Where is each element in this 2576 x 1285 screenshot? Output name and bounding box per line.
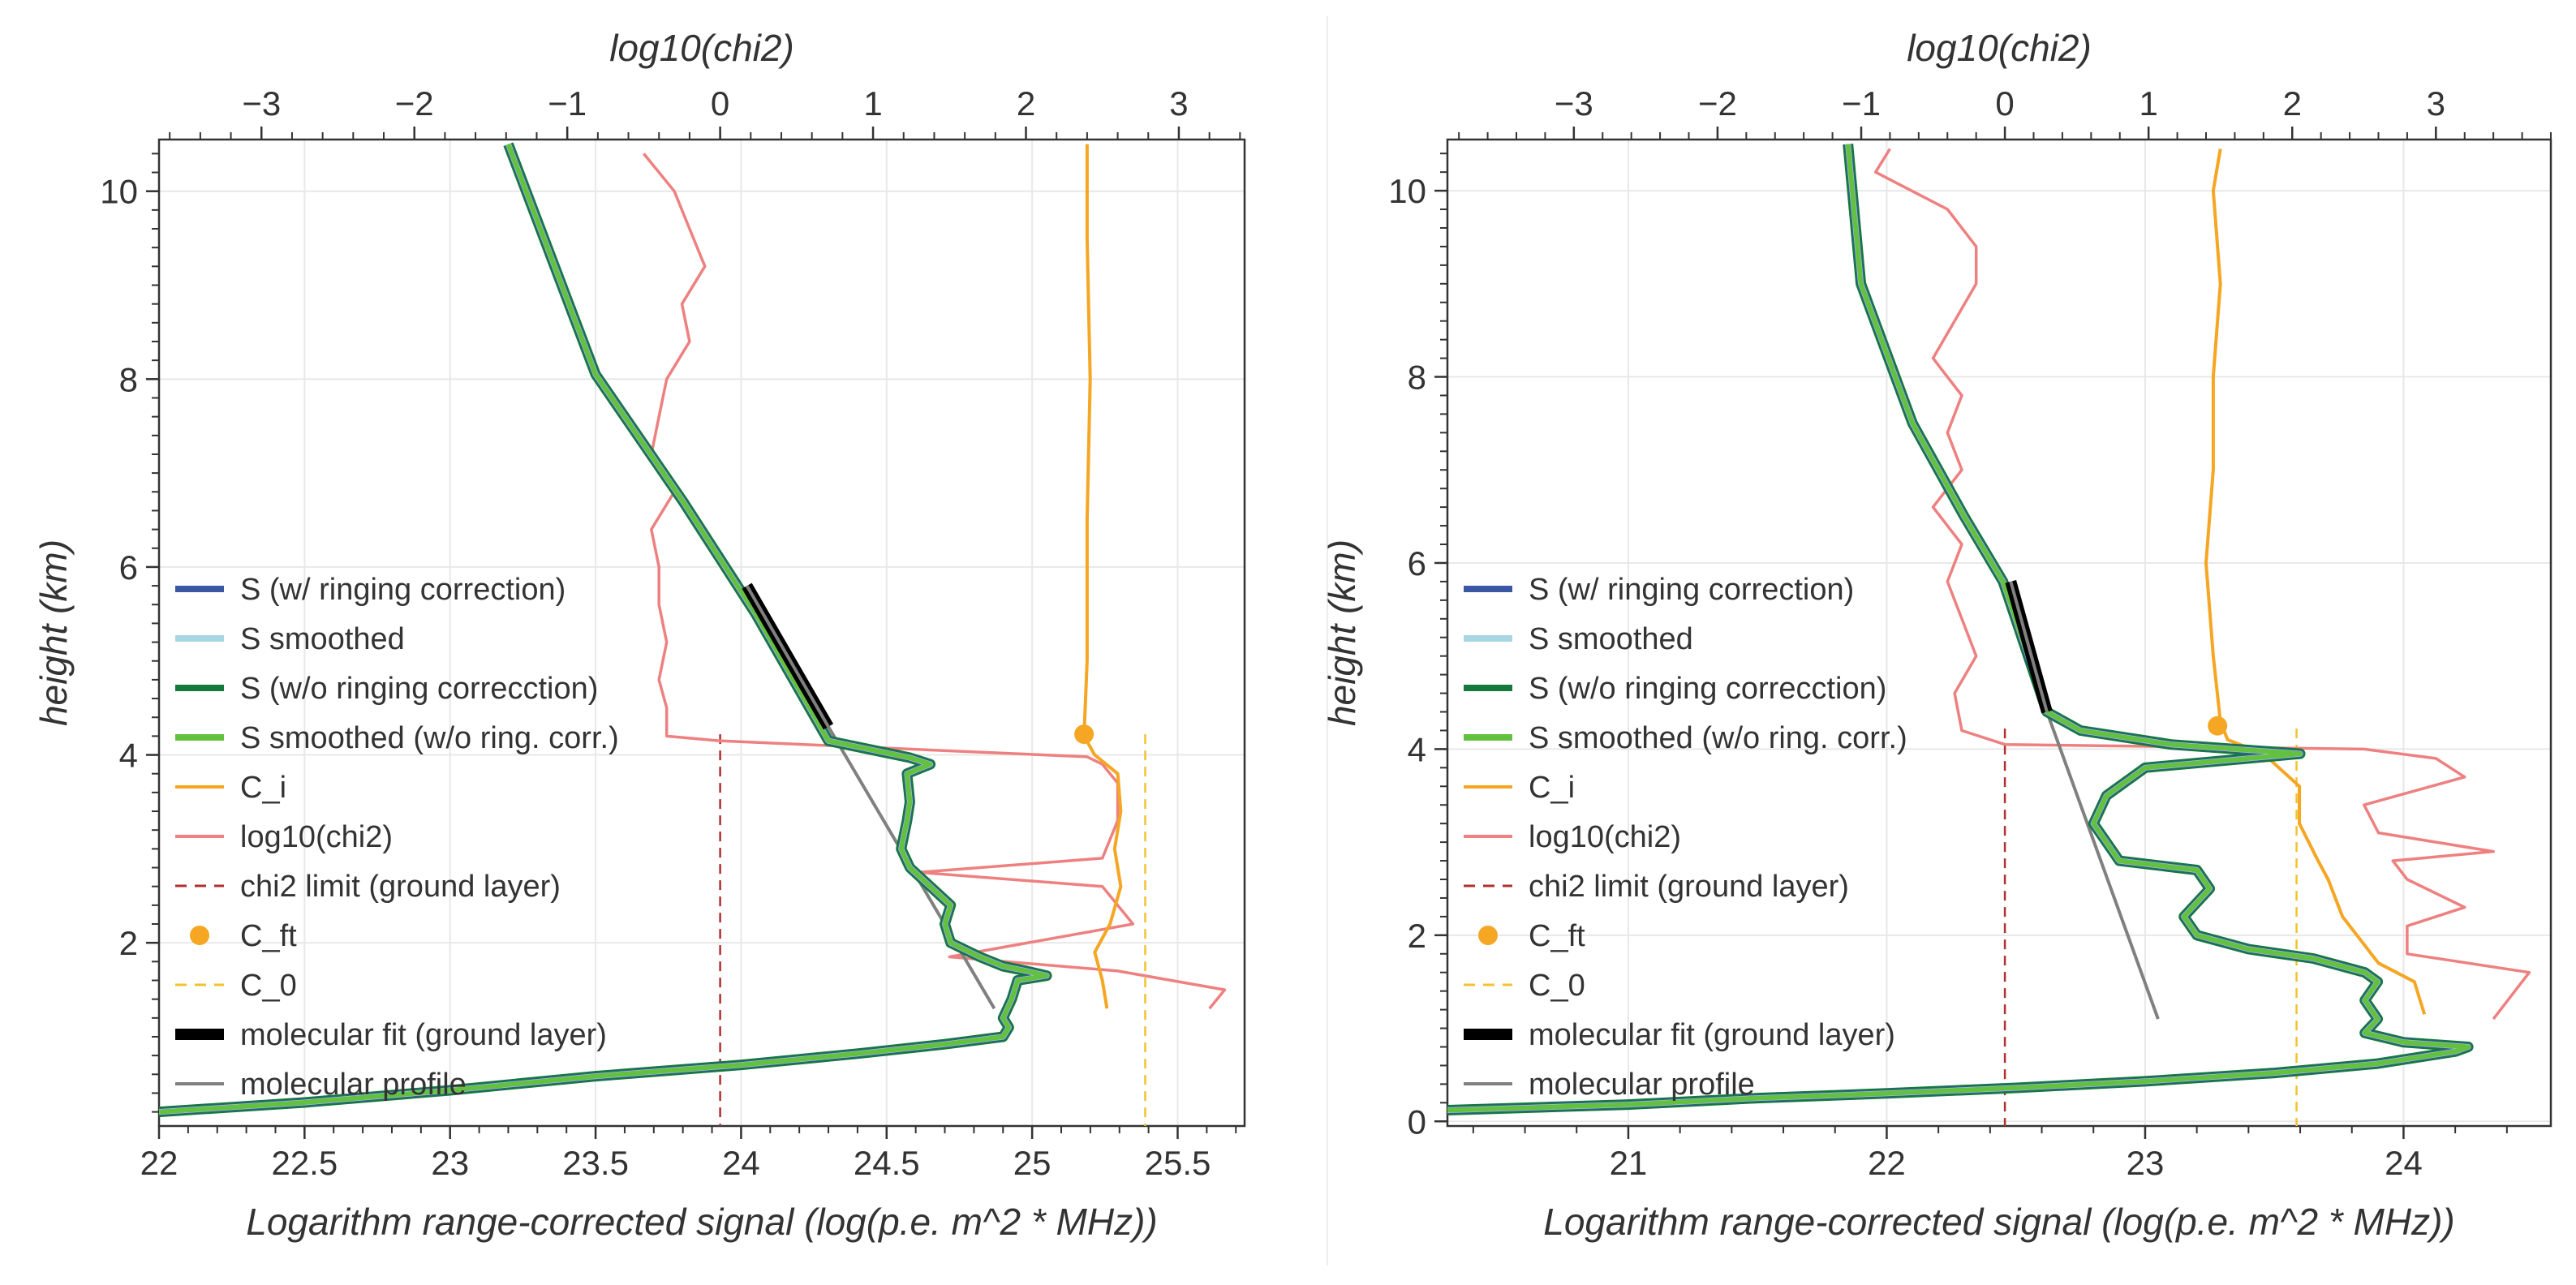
plot-area bbox=[159, 142, 1227, 1126]
legend-label-6: chi2 limit (ground layer) bbox=[1529, 870, 1849, 904]
legend-label-3: S smoothed (w/o ring. corr.) bbox=[1529, 721, 1907, 755]
c-i-series-line bbox=[1082, 144, 1123, 1009]
y-tick-label: 10 bbox=[1388, 172, 1426, 210]
x2-tick-label: 2 bbox=[1017, 84, 1035, 122]
y-tick-label: 10 bbox=[100, 173, 138, 211]
x2-tick-label: 3 bbox=[2427, 84, 2445, 122]
legend-label-9: molecular fit (ground layer) bbox=[1529, 1018, 1895, 1052]
c-i-series-line bbox=[2204, 148, 2427, 1015]
c-ft-marker bbox=[2208, 716, 2228, 736]
x-tick-label: 24 bbox=[722, 1144, 760, 1182]
c-ft-marker bbox=[1074, 724, 1094, 745]
x2-tick-label: 0 bbox=[1995, 84, 2014, 122]
x-tick-label: 22 bbox=[140, 1144, 178, 1182]
legend-label-1: S smoothed bbox=[240, 622, 405, 656]
legend-label-10: molecular profile bbox=[240, 1068, 467, 1102]
y-axis-label: height (km) bbox=[32, 539, 75, 726]
x-tick-label: 23 bbox=[431, 1144, 469, 1182]
x2-axis-label: log10(chi2) bbox=[609, 27, 794, 69]
legend-marker-7 bbox=[1478, 926, 1498, 945]
y-tick-label: 2 bbox=[119, 924, 138, 962]
left-chart: 22 22.5 23 23.5 24 24.5 25 25.5−3 −2 −1 0 1 2 3246810… bbox=[32, 27, 1246, 1243]
x2-tick-label: −1 bbox=[1842, 84, 1881, 122]
right-chart-panel: 21 22 23 24 −3 −2 −1 0 1 2 3 0 2 4 6 8 10 Logarithm range… bbox=[1288, 0, 2576, 1281]
left-chart-panel: 22 22.5 23 23.5 24 24.5 25 25.5 −3 −2 −1 0 1 2 3 2 4 6 8 10… bbox=[0, 0, 1288, 1281]
legend-label-1: S smoothed bbox=[1529, 622, 1693, 656]
legend-label-8: C_0 bbox=[1529, 969, 1585, 1003]
molecular-fit-inner-line bbox=[2009, 581, 2049, 713]
plot-frame bbox=[157, 138, 1246, 1128]
x-tick-label: 22.5 bbox=[271, 1144, 338, 1182]
x-axis-label: Logarithm range-corrected signal (log(p.… bbox=[246, 1201, 1157, 1243]
legend-label-5: log10(chi2) bbox=[1529, 820, 1681, 854]
legend-label-2: S (w/o ringing correcction) bbox=[1529, 672, 1886, 706]
legend-label-0: S (w/ ringing correction) bbox=[1529, 573, 1854, 607]
plot-area bbox=[1447, 144, 2531, 1126]
legend-label-7: C_ft bbox=[1529, 919, 1585, 953]
x2-tick-label: 0 bbox=[711, 84, 729, 122]
x-tick-label: 24 bbox=[2385, 1144, 2423, 1182]
legend-label-2: S (w/o ringing correcction) bbox=[240, 672, 598, 706]
legend-label-4: C_i bbox=[1529, 771, 1575, 805]
y-tick-label: 4 bbox=[119, 737, 138, 775]
x-tick-label: 22 bbox=[1868, 1144, 1906, 1182]
legend-label-5: log10(chi2) bbox=[240, 820, 393, 854]
x2-tick-label: 2 bbox=[2283, 84, 2302, 122]
x2-tick-label: −2 bbox=[1698, 84, 1737, 122]
legend-label-10: molecular profile bbox=[1529, 1068, 1755, 1102]
x2-axis-label: log10(chi2) bbox=[1907, 27, 2092, 69]
legend-label-8: C_0 bbox=[240, 969, 297, 1003]
y-tick-label: 0 bbox=[1408, 1102, 1426, 1141]
molecular-fit-inner-line bbox=[745, 585, 830, 728]
y-tick-label: 6 bbox=[119, 548, 138, 587]
x2-tick-label: 1 bbox=[863, 84, 882, 122]
legend-label-6: chi2 limit (ground layer) bbox=[240, 870, 561, 904]
legend-label-3: S smoothed (w/o ring. corr.) bbox=[240, 721, 619, 755]
x-tick-label: 25 bbox=[1013, 1144, 1051, 1182]
x2-tick-label: −2 bbox=[395, 84, 434, 122]
x2-tick-label: −1 bbox=[548, 84, 587, 122]
s-smoothed-wo-ringing-line bbox=[1447, 144, 2471, 1113]
panel-divider bbox=[1327, 16, 1328, 1266]
x2-tick-label: 1 bbox=[2139, 84, 2157, 122]
chi2-series-line bbox=[1873, 148, 2531, 1021]
legend-label-7: C_ft bbox=[240, 919, 297, 953]
y-tick-label: 8 bbox=[119, 360, 138, 398]
legend-label-9: molecular fit (ground layer) bbox=[240, 1018, 607, 1052]
legend-label-4: C_i bbox=[240, 771, 286, 805]
y-axis-label: height (km) bbox=[1321, 539, 1363, 726]
plot-frame bbox=[1446, 138, 2552, 1128]
x2-tick-label: 3 bbox=[1169, 84, 1188, 122]
x-tick-label: 25.5 bbox=[1145, 1144, 1211, 1182]
chi2-series-line bbox=[643, 153, 1227, 1010]
y-tick-label: 6 bbox=[1408, 544, 1426, 582]
legend-label-0: S (w/ ringing correction) bbox=[240, 573, 566, 607]
x-tick-label: 21 bbox=[1610, 1144, 1648, 1182]
x2-tick-label: −3 bbox=[242, 84, 281, 122]
x-tick-label: 23.5 bbox=[562, 1144, 629, 1182]
y-tick-label: 8 bbox=[1408, 359, 1426, 397]
x-tick-label: 23 bbox=[2127, 1144, 2165, 1182]
x-tick-label: 24.5 bbox=[854, 1144, 920, 1182]
y-tick-label: 2 bbox=[1408, 917, 1426, 955]
y-tick-label: 4 bbox=[1408, 730, 1426, 768]
s-smoothed-wo-ringing-line bbox=[159, 143, 1050, 1115]
legend-marker-7 bbox=[190, 926, 209, 945]
x-axis-label: Logarithm range-corrected signal (log(p.… bbox=[1543, 1201, 2454, 1243]
x2-tick-label: −3 bbox=[1555, 84, 1593, 122]
